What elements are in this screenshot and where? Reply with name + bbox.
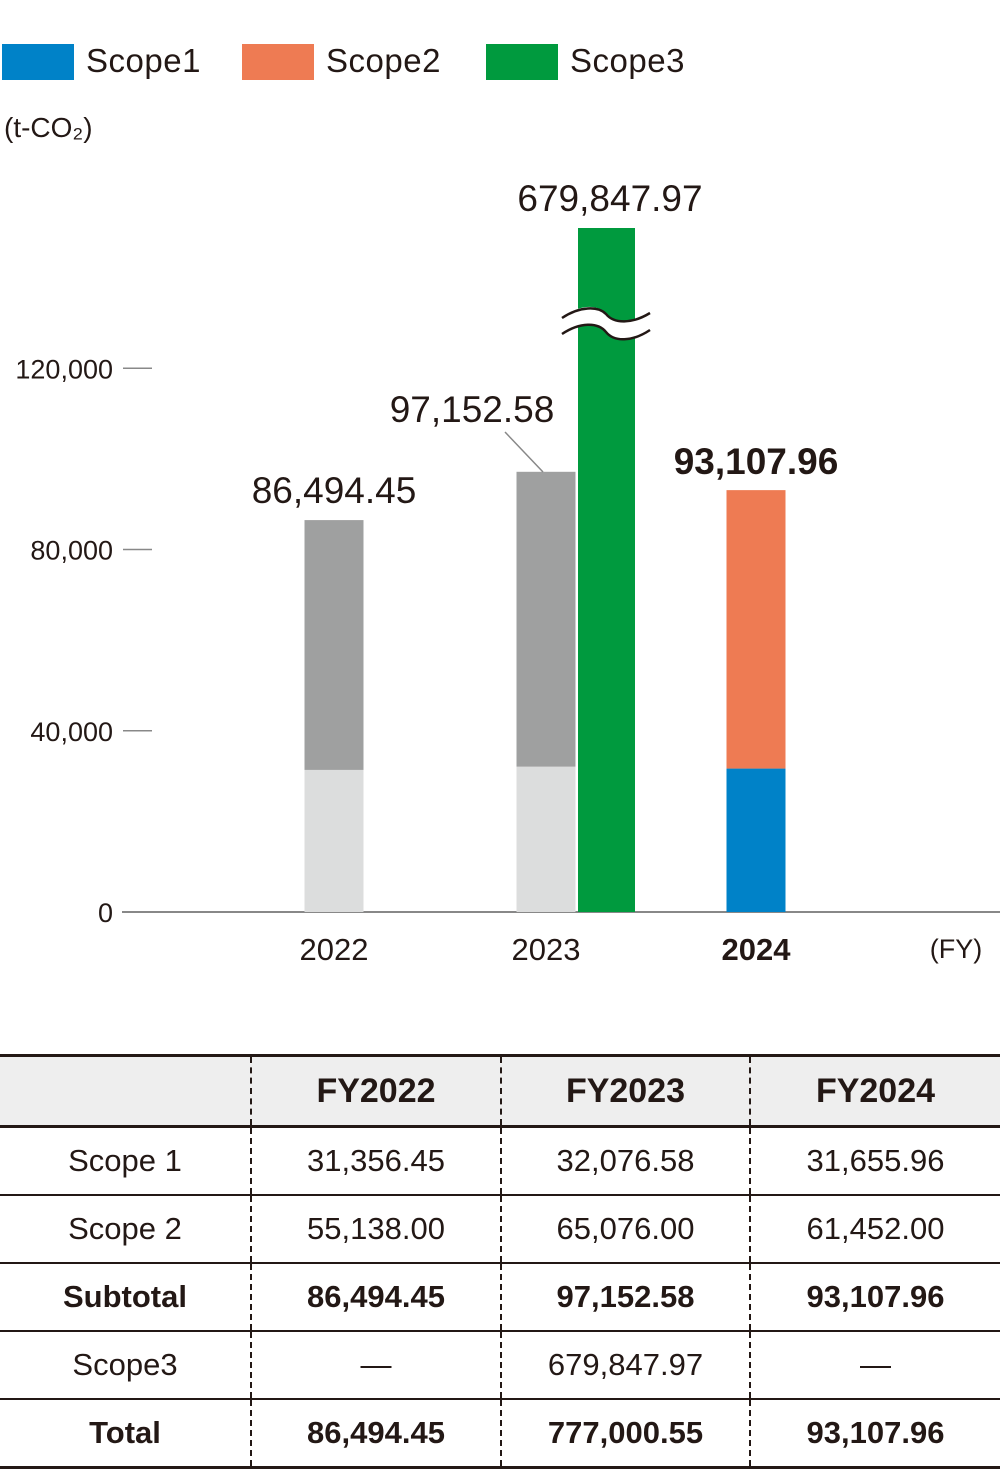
y-tick-label: 0 <box>98 898 113 928</box>
bar-chart: 0 40,000 80,000 120,000 86,494.45 97,152.58 93… <box>15 178 1000 967</box>
table-row-label: Scope3 <box>0 1331 251 1400</box>
table-row: Subtotal 86,494.45 97,152.58 93,107.96 <box>0 1263 1000 1332</box>
y-tick-label: 80,000 <box>30 536 113 566</box>
table-row-label: Subtotal <box>0 1263 251 1332</box>
table-row: Scope3—679,847.97— <box>0 1331 1000 1400</box>
table-cell: 97,152.58 <box>500 1263 750 1332</box>
table-cell: 32,076.58 <box>500 1126 750 1196</box>
y-axis-unit-label: (t-CO₂) <box>4 112 93 143</box>
table-cell: 86,494.45 <box>250 1263 501 1332</box>
x-tick-label-2023: 2023 <box>512 932 581 967</box>
legend-label-scope3: Scope3 <box>570 42 685 79</box>
data-label-scope3-2023: 679,847.97 <box>517 178 702 219</box>
legend-label-scope2: Scope2 <box>326 42 441 79</box>
table-row: Scope 2 55,138.00 65,076.00 61,452.00 <box>0 1195 1000 1264</box>
data-label-total-2022: 86,494.45 <box>252 470 417 511</box>
table-cell: 31,356.45 <box>250 1126 501 1196</box>
table-row-label: Scope 2 <box>0 1195 251 1264</box>
table-row-label: Total <box>0 1399 251 1469</box>
data-label-total-2024: 93,107.96 <box>674 441 839 482</box>
table-cell: 65,076.00 <box>500 1195 750 1264</box>
table-row: Total 86,494.45 777,000.55 93,107.96 <box>0 1399 1000 1469</box>
table-header-cell <box>0 1054 251 1128</box>
bar-scope2-2023 <box>516 471 576 767</box>
table-header-fy2022: FY2022 <box>250 1054 501 1128</box>
table-row-label: Scope 1 <box>0 1126 251 1196</box>
axis-break-gap <box>560 306 650 340</box>
table-row: Scope 1 31,356.45 32,076.58 31,655.96 <box>0 1126 1000 1196</box>
table-cell: 61,452.00 <box>749 1195 1000 1264</box>
table-header-fy2023: FY2023 <box>500 1054 750 1128</box>
table-cell: 93,107.96 <box>749 1399 1000 1469</box>
table-header-row: FY2022 FY2023 FY2024 <box>0 1054 1000 1128</box>
axis-break-line-upper <box>561 307 651 323</box>
bar-scope1-2023 <box>516 766 576 912</box>
emissions-table: FY2022 FY2023 FY2024 Scope 1 31,356.45 32,… <box>0 1054 1000 1469</box>
table-cell: 679,847.97 <box>500 1331 750 1400</box>
y-tick-label: 120,000 <box>15 354 113 384</box>
table-cell: 86,494.45 <box>250 1399 501 1469</box>
x-tick-label-2024: 2024 <box>722 932 792 967</box>
table-cell: 55,138.00 <box>250 1195 501 1264</box>
table-cell: 31,655.96 <box>749 1126 1000 1196</box>
data-label-total-2023: 97,152.58 <box>390 389 555 430</box>
table-cell: — <box>749 1331 1000 1400</box>
bar-scope2-2024 <box>726 490 786 769</box>
legend-swatch-scope1 <box>2 44 74 80</box>
table-cell: 777,000.55 <box>500 1399 750 1469</box>
bar-scope1-2024 <box>726 768 786 912</box>
axis-break-line-lower <box>561 323 651 341</box>
y-tick-label: 40,000 <box>30 717 113 747</box>
table-header-fy2024: FY2024 <box>749 1054 1000 1128</box>
bar-scope1-2022 <box>304 769 364 912</box>
chart-area: 0 40,000 80,000 120,000 86,494.45 97,152.58 93… <box>15 178 1000 967</box>
legend-swatch-scope3 <box>486 44 558 80</box>
bar-scope3-2023 <box>578 228 635 912</box>
x-tick-label-2022: 2022 <box>300 932 369 967</box>
legend-label-scope1: Scope1 <box>86 42 201 79</box>
table-cell: 93,107.96 <box>749 1263 1000 1332</box>
bar-scope2-2022 <box>304 520 364 770</box>
x-axis-unit-label: (FY) <box>930 934 982 964</box>
legend-swatch-scope2 <box>242 44 314 80</box>
table-cell: — <box>250 1331 501 1400</box>
data-label-leader-line <box>504 431 544 473</box>
